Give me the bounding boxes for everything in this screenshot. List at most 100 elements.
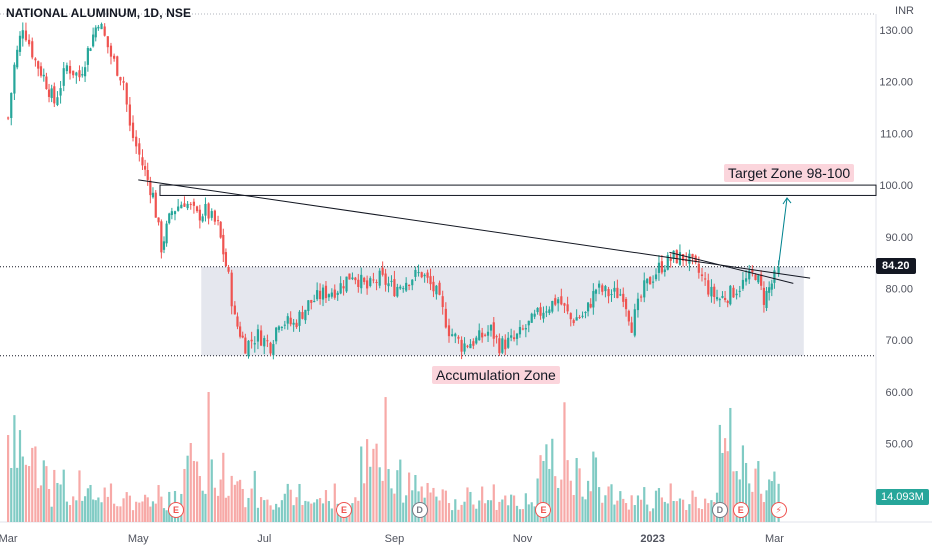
volume-bar <box>259 497 263 522</box>
volume-bar <box>138 502 141 522</box>
candle-body <box>47 89 51 97</box>
candle-body <box>283 324 286 326</box>
candle <box>554 294 557 307</box>
volume-bar <box>533 506 536 522</box>
volume-bar <box>601 502 604 522</box>
event-marker-s-icon[interactable]: ⚡ <box>770 502 787 518</box>
candle-body <box>675 250 678 264</box>
candle <box>633 303 636 338</box>
trendline <box>669 251 794 284</box>
volume-bar <box>660 497 663 522</box>
candle <box>253 336 256 353</box>
volume-bar <box>201 490 204 522</box>
current-price-tag: 84.20 <box>876 258 916 274</box>
candle <box>660 255 663 275</box>
candle <box>348 273 351 280</box>
candle <box>451 328 454 337</box>
candle-body <box>435 285 438 295</box>
candle-body <box>31 41 34 58</box>
candle-body <box>762 287 766 305</box>
volume-bar <box>375 443 378 522</box>
candle-body <box>633 309 636 336</box>
candle-body <box>607 289 610 297</box>
candle-body <box>192 201 196 206</box>
volume-bar <box>672 500 675 522</box>
volume-bar <box>34 446 37 522</box>
volume-bar <box>762 502 766 522</box>
candle <box>581 311 584 319</box>
volume-bar <box>219 479 222 522</box>
candle <box>589 298 592 309</box>
candle-body <box>390 280 393 282</box>
volume-bar <box>616 500 619 522</box>
candle-body <box>492 322 495 339</box>
candle <box>304 309 307 324</box>
candle <box>78 65 81 82</box>
volume-bar <box>165 510 168 522</box>
volume-bar <box>381 480 384 522</box>
event-marker-e-icon[interactable]: E <box>732 502 749 518</box>
volume-bar <box>68 505 72 522</box>
volume-bar <box>59 484 62 522</box>
candle-body <box>173 211 177 215</box>
candle <box>75 71 78 84</box>
volume-bar <box>429 492 432 522</box>
candle-body <box>342 286 345 289</box>
candle-body <box>238 326 242 337</box>
candle-body <box>569 313 572 320</box>
candle <box>244 333 247 354</box>
candle <box>286 313 289 330</box>
candle-body <box>292 322 295 325</box>
candle <box>773 266 776 289</box>
candle-body <box>572 320 575 324</box>
candle-body <box>533 313 536 317</box>
volume-layer <box>6 392 780 522</box>
volume-bar <box>213 487 217 522</box>
candle <box>495 334 498 344</box>
volume-bar <box>636 495 640 522</box>
volume-bar <box>613 504 616 522</box>
event-marker-d-icon[interactable]: D <box>411 502 428 518</box>
candle-body <box>360 274 363 289</box>
candle-body <box>256 329 260 342</box>
candle <box>649 276 652 285</box>
candle-body <box>138 143 141 155</box>
event-marker-e-icon[interactable]: E <box>336 502 353 518</box>
candle <box>318 283 322 305</box>
candle <box>301 305 304 320</box>
candle-body <box>478 330 481 341</box>
candle-body <box>53 86 56 104</box>
candle-body <box>402 288 405 290</box>
volume-bar <box>247 497 250 522</box>
event-marker-e-icon[interactable]: E <box>535 502 552 518</box>
candle <box>435 284 438 300</box>
volume-bar <box>572 495 575 522</box>
volume-bar <box>236 481 239 522</box>
candle <box>280 326 283 331</box>
volume-bar <box>42 460 45 522</box>
y-tick-label: 110.00 <box>880 128 913 140</box>
candle-body <box>566 304 569 312</box>
volume-bar <box>195 461 199 522</box>
candle-body <box>469 343 472 349</box>
candle-body <box>339 283 342 294</box>
candle-body <box>495 336 498 338</box>
candle-body <box>162 241 166 250</box>
candle <box>417 264 420 277</box>
candle-body <box>168 213 171 224</box>
candle-body <box>757 275 760 283</box>
candle-body <box>18 35 22 52</box>
candle-body <box>399 286 402 289</box>
volume-bar <box>366 439 369 522</box>
event-marker-d-icon[interactable]: D <box>711 502 728 518</box>
candle-body <box>748 270 751 280</box>
candle-body <box>369 278 372 286</box>
volume-bar <box>286 483 289 522</box>
volume-bar <box>53 469 56 522</box>
candle <box>530 312 533 323</box>
candle-body <box>672 250 675 260</box>
volume-bar <box>581 496 584 522</box>
candle-body <box>681 254 685 261</box>
event-marker-e-icon[interactable]: E <box>168 502 185 518</box>
